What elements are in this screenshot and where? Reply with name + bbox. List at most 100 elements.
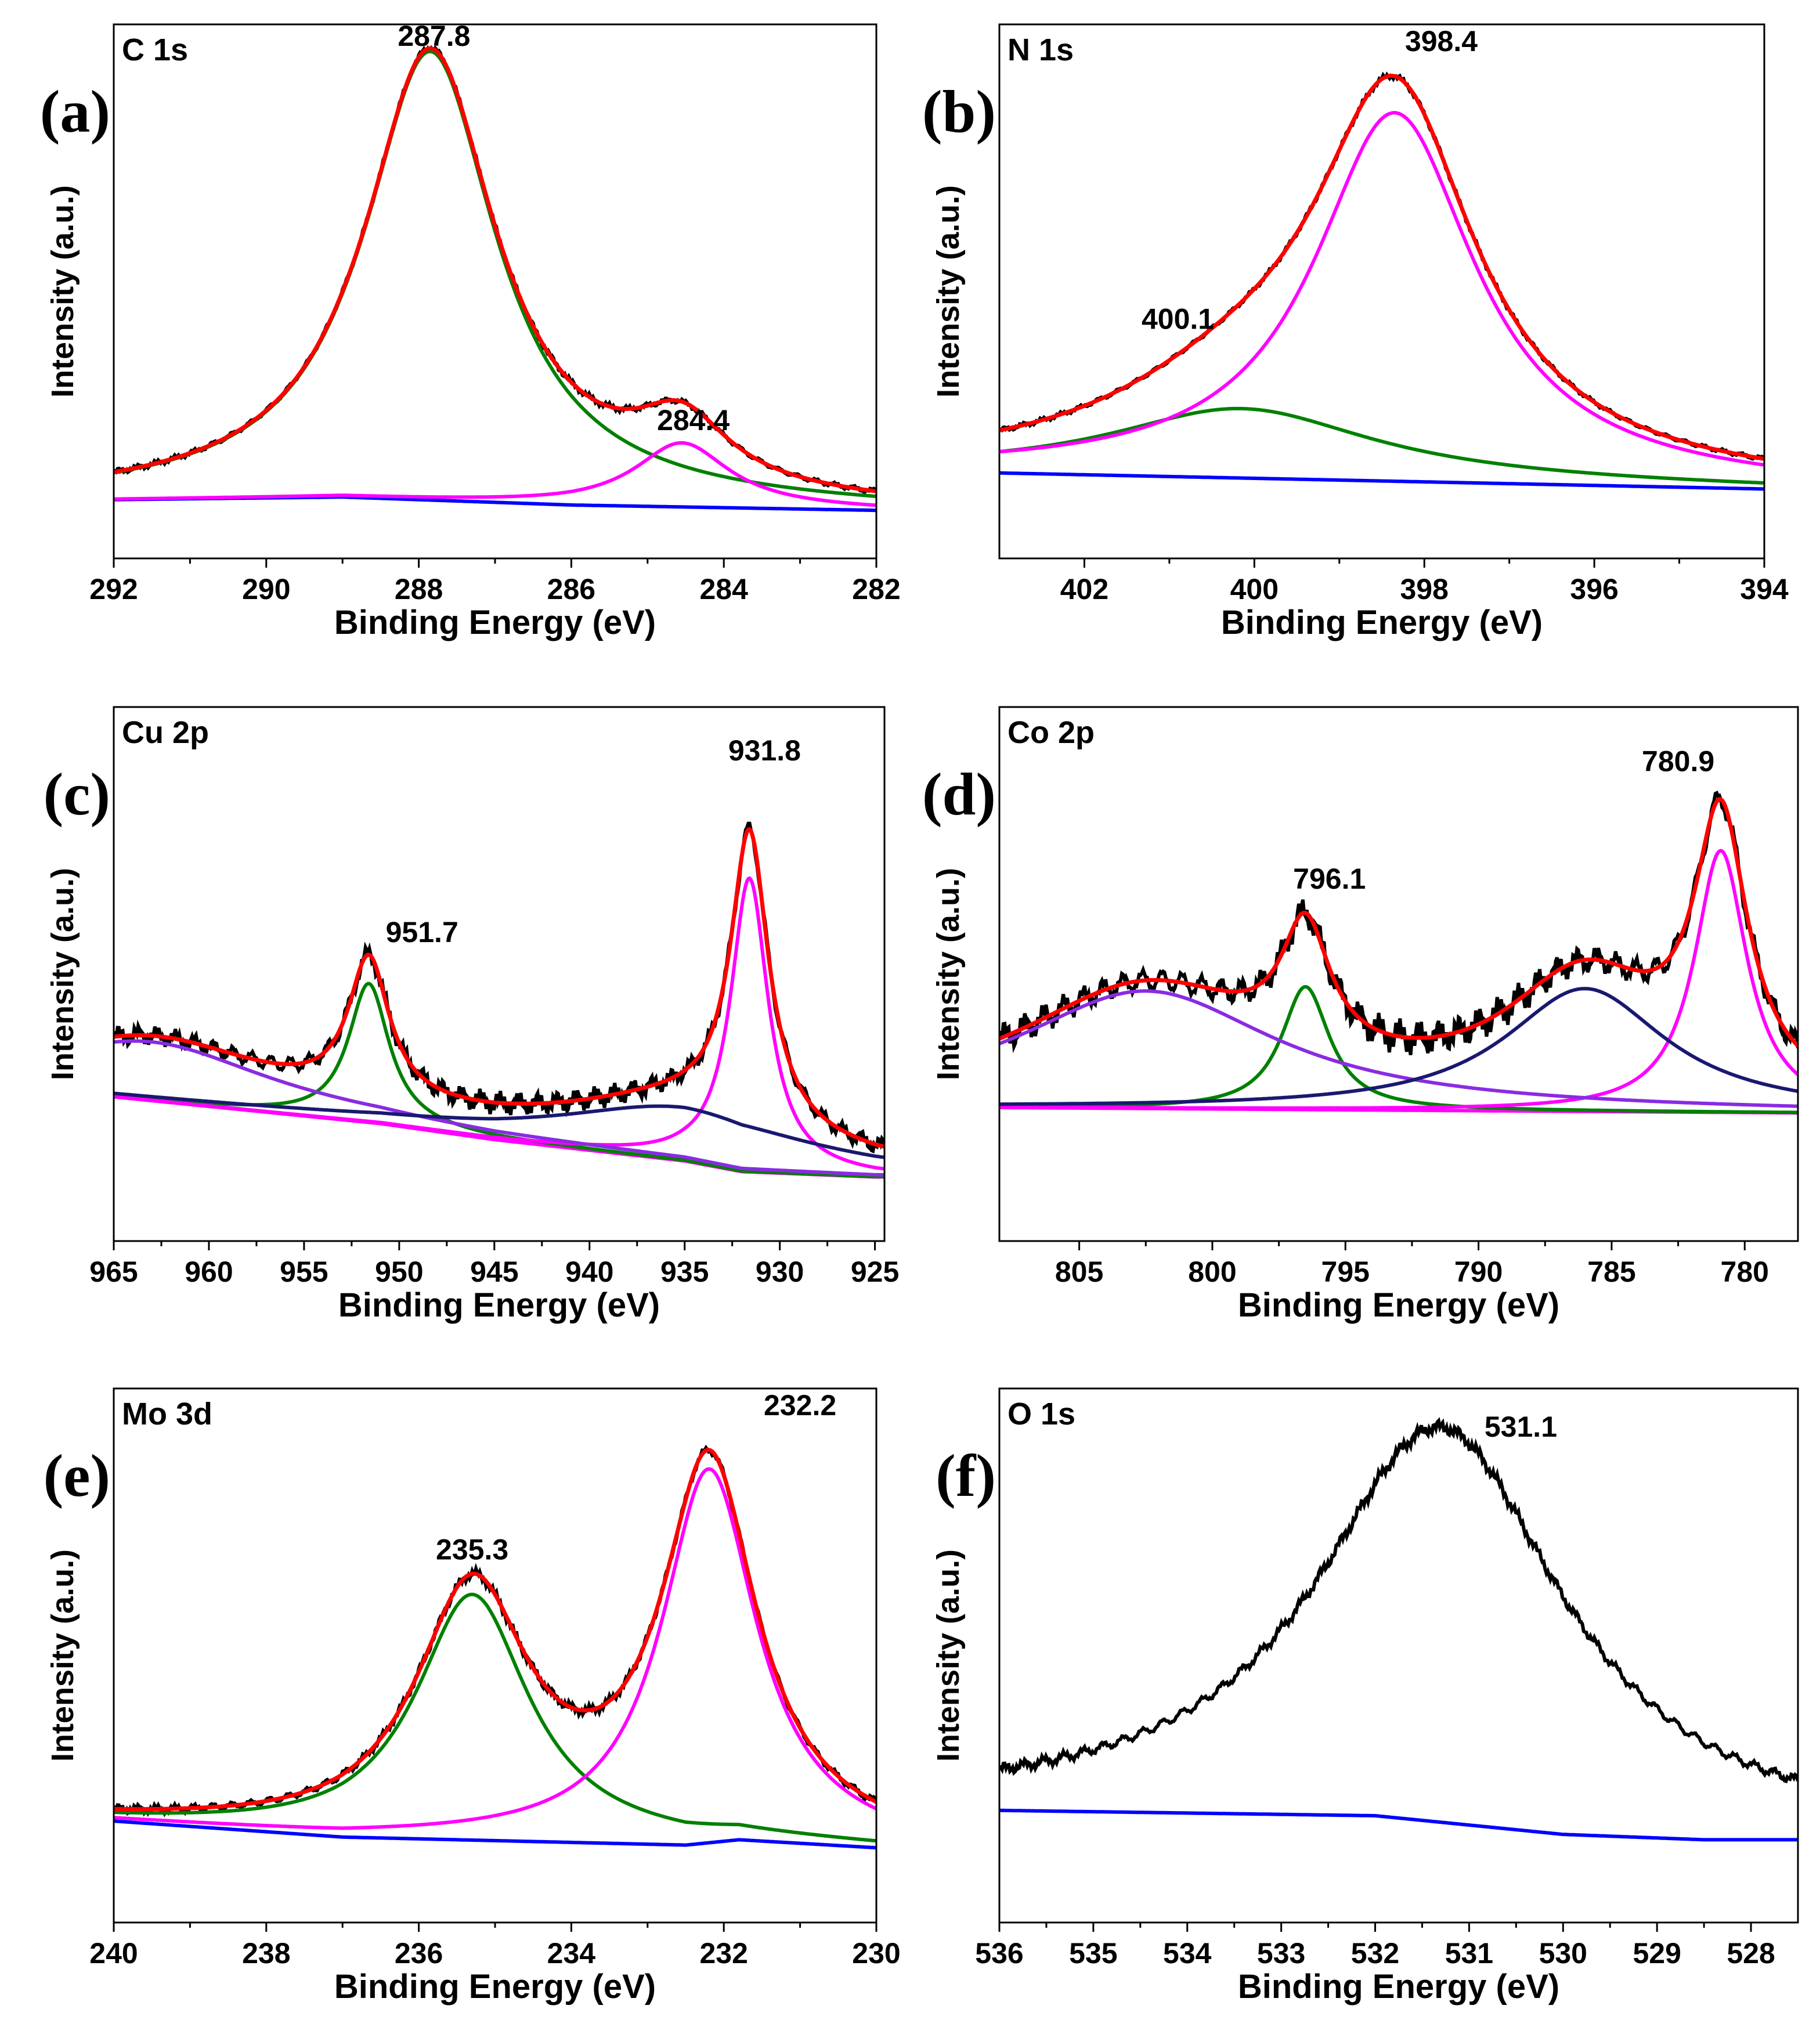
x-tick-label: 234 [547,1937,596,1970]
panel-letter: (d) [922,761,996,828]
x-tick-label: 533 [1257,1937,1305,1970]
component-curve-3 [114,1039,884,1177]
x-tick-label: 292 [89,573,138,605]
plot-area [114,45,876,513]
peak-label: 780.9 [1642,745,1714,777]
x-tick-label: 805 [1055,1256,1103,1288]
component-curve-4 [999,987,1798,1106]
peak-label: 284.4 [657,404,730,437]
panel-letter: (f) [936,1442,996,1509]
plot-frame [113,706,886,1242]
x-tick-label: 282 [852,573,900,605]
peak-label: 400.1 [1142,302,1214,335]
envelope-curve [999,797,1798,1048]
panel-letter: (b) [922,78,996,145]
x-tick-label: 940 [565,1256,613,1288]
peak-label: 287.8 [398,20,470,52]
y-axis-label: Intensity (a.u.) [931,868,966,1080]
panel-letter: (c) [44,761,110,828]
x-tick-label: 790 [1454,1256,1503,1288]
experimental-curve [114,45,876,494]
panel-c: 965 960 955 950 945 940 935 930 925 Cu 2p (c) Bindi… [44,706,899,1324]
x-tick-label: 290 [242,573,290,605]
component-curve-1 [999,406,1764,485]
panel-f: 536 535 534 533 532 531 530 529 528 O 1s (f) Bindin… [931,1387,1799,2006]
x-tick-label: 945 [470,1256,518,1288]
x-axis-label: Binding Energy (eV) [338,1286,660,1324]
plot-frame [998,23,1765,560]
x-tick-label: 534 [1163,1937,1212,1970]
x-tick-label: 240 [89,1937,138,1970]
plot-area [999,71,1764,491]
peak-label: 531.1 [1485,1411,1557,1443]
x-tick-label: 236 [395,1937,443,1970]
experimental-curve [999,1417,1798,1784]
peak-label: 398.4 [1405,25,1478,57]
x-axis-label: Binding Energy (eV) [1238,1968,1559,2006]
component-curve-2 [114,1467,876,1830]
x-tick-label: 795 [1321,1256,1370,1288]
x-tick-label: 530 [1539,1937,1587,1970]
plot-area [114,1444,876,1850]
component-curve-1 [114,1592,876,1843]
background-curve [114,1819,876,1850]
x-tick-label: 535 [1069,1937,1117,1970]
x-tick-label: 396 [1570,573,1618,605]
component-curve-2 [114,876,884,1171]
x-tick-label: 930 [756,1256,804,1288]
x-tick-label: 935 [660,1256,709,1288]
envelope-curve [114,827,884,1149]
x-tick-label: 960 [185,1256,233,1288]
x-tick-label: 398 [1400,573,1449,605]
plot-frame [998,706,1799,1242]
panel-title: C 1s [122,33,188,67]
plot-frame [998,1387,1799,1924]
y-axis-label: Intensity (a.u.) [45,868,80,1080]
peak-label: 931.8 [728,734,801,767]
x-tick-label: 965 [89,1256,138,1288]
plot-area [999,1417,1798,1842]
panel-title: O 1s [1008,1397,1075,1431]
component-curve-1 [114,49,876,499]
experimental-curve [999,71,1764,461]
x-tick-label: 536 [975,1937,1023,1970]
plot-frame [113,23,878,560]
plot-area [999,790,1798,1115]
panel-d: 805 800 795 790 785 780 Co 2p (d) Binding Energy… [922,706,1799,1324]
panel-title: Cu 2p [122,715,209,750]
x-tick-label: 402 [1060,573,1108,605]
x-tick-label: 785 [1587,1256,1635,1288]
x-tick-label: 232 [699,1937,748,1970]
background-curve [999,1808,1798,1842]
component-curve-2 [999,111,1764,467]
y-axis-label: Intensity (a.u.) [45,1549,80,1762]
y-axis-label: Intensity (a.u.) [45,185,80,398]
panel-letter: (a) [40,78,110,145]
x-tick-label: 529 [1633,1937,1681,1970]
panel-letter: (e) [44,1442,110,1509]
x-tick-label: 238 [242,1937,290,1970]
y-axis-label: Intensity (a.u.) [931,185,966,398]
y-axis-label: Intensity (a.u.) [931,1549,966,1762]
panel-title: Mo 3d [122,1397,212,1431]
panel-title: Co 2p [1008,715,1095,750]
panel-a: 292 290 288 286 284 282 C 1s (a) Binding Energy … [40,20,901,641]
background-curve [999,471,1764,491]
x-axis-label: Binding Energy (eV) [1221,604,1543,641]
envelope-curve [114,1448,876,1812]
x-tick-label: 528 [1727,1937,1775,1970]
component-curve-4 [114,1091,884,1159]
x-tick-label: 531 [1445,1937,1493,1970]
x-tick-label: 780 [1721,1256,1769,1288]
x-axis-label: Binding Energy (eV) [334,604,656,641]
x-tick-label: 955 [280,1256,328,1288]
component-curve-1 [999,984,1798,1115]
component-curve-2 [999,849,1798,1110]
panel-title: N 1s [1008,33,1074,67]
x-tick-label: 800 [1188,1256,1236,1288]
peak-label: 235.3 [436,1533,508,1566]
x-tick-label: 925 [851,1256,899,1288]
component-curve-2 [114,441,876,507]
x-axis-label: Binding Energy (eV) [334,1968,656,2006]
